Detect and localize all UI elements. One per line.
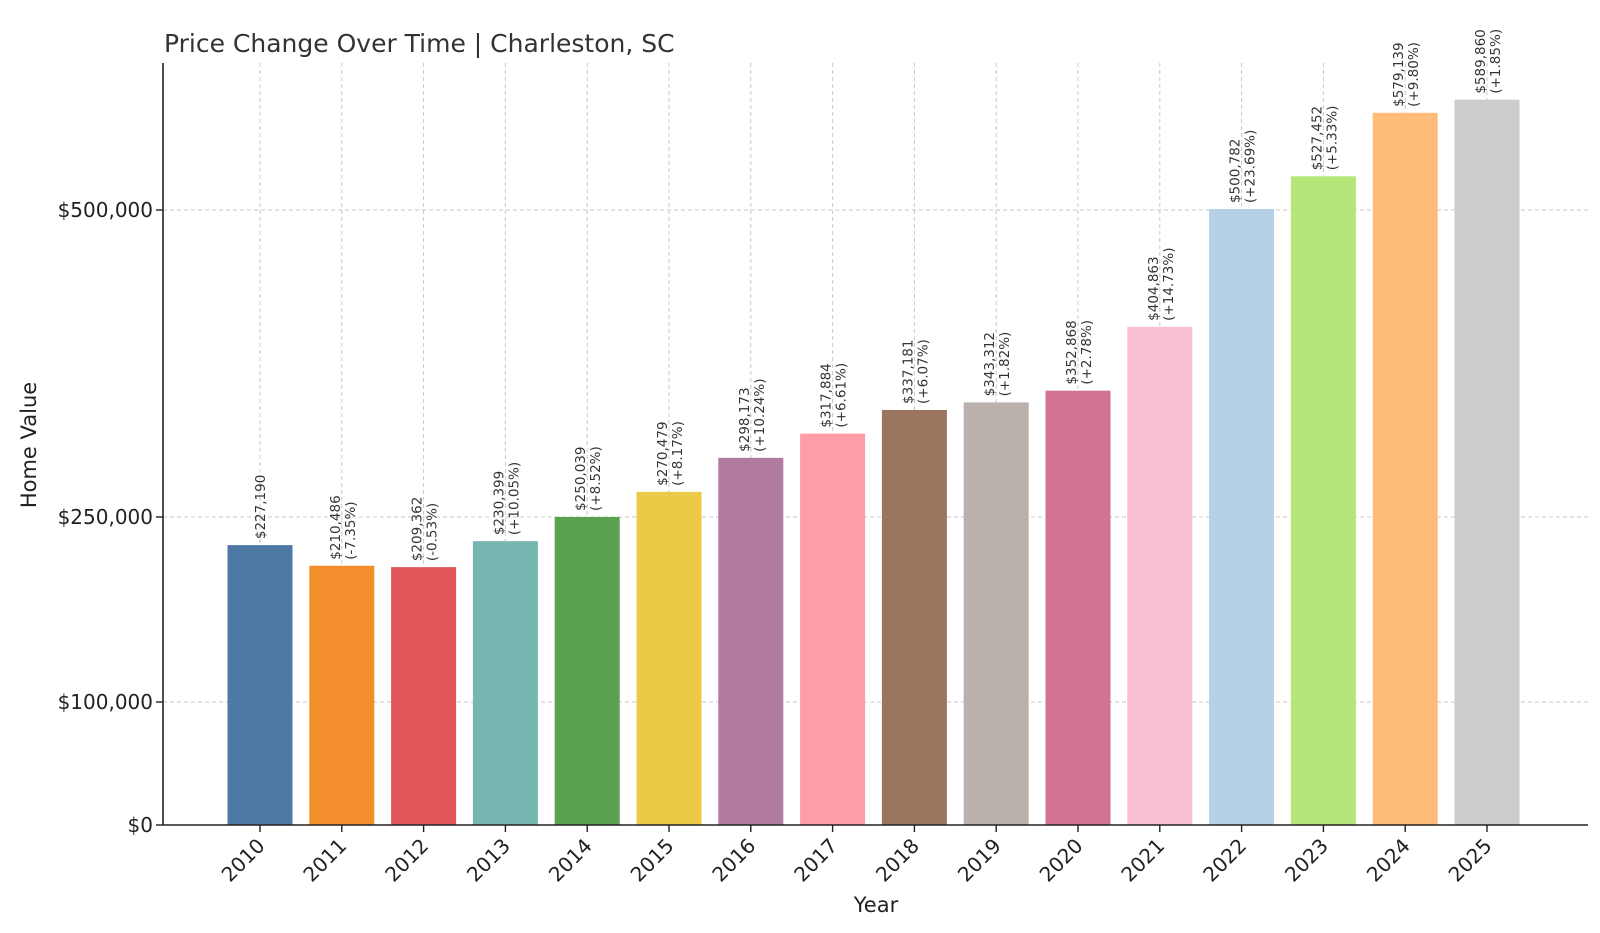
bar-value-label: $270,479 [655, 421, 671, 485]
bar-value-label: $227,190 [253, 475, 269, 539]
bar-value-label: $337,181 [900, 340, 916, 404]
bar-change-label: (+6.07%) [915, 339, 931, 404]
bar-2015 [636, 491, 702, 825]
bar-value-label: $210,486 [328, 495, 344, 559]
x-tick-label: 2020 [1035, 834, 1088, 887]
bar-2025 [1454, 99, 1520, 825]
bar-change-label: (+6.61%) [834, 363, 850, 428]
bar-value-label: $343,312 [982, 332, 998, 396]
y-tick-label: $100,000 [58, 690, 153, 714]
bar-value-label: $298,173 [737, 387, 753, 451]
bar-change-label: (+14.73%) [1161, 248, 1177, 321]
y-ticks: $0 $100,000 $250,000 $500,000 [58, 198, 163, 837]
axes [162, 63, 1588, 826]
bar-2020 [1045, 390, 1111, 825]
bar-value-label: $209,362 [410, 497, 426, 561]
x-tick-label: 2016 [707, 834, 760, 887]
x-tick-label: 2013 [462, 834, 515, 887]
chart-title: Price Change Over Time | Charleston, SC [164, 29, 675, 58]
bar-change-label: (+23.69%) [1243, 130, 1259, 203]
x-tick-label: 2025 [1444, 834, 1497, 887]
y-tick-label: $0 [128, 813, 153, 837]
y-tick-label: $250,000 [58, 505, 153, 529]
bars [227, 99, 1520, 826]
bar-value-label: $230,399 [491, 471, 507, 535]
bar-2016 [718, 457, 784, 825]
bar-change-label: (-7.35%) [343, 501, 359, 559]
bar-2018 [881, 409, 947, 825]
bar-2017 [800, 433, 866, 825]
x-tick-label: 2014 [544, 834, 597, 887]
bar-change-label: (-0.53%) [425, 503, 441, 561]
bar-2013 [472, 541, 538, 825]
bar-change-label: (+5.33%) [1324, 106, 1340, 171]
bar-2010 [227, 545, 293, 825]
bar-change-label: (+1.85%) [1488, 29, 1504, 94]
x-ticks: 2010 2011 2012 2013 2014 2015 2016 2017 2018 2019… [217, 825, 1497, 887]
bar-change-label: (+10.05%) [506, 462, 522, 535]
bar-2014 [554, 516, 620, 825]
x-axis-label: Year [853, 893, 899, 917]
bar-change-label: (+8.52%) [588, 446, 604, 511]
bar-value-label: $589,860 [1473, 29, 1489, 93]
x-tick-label: 2024 [1362, 834, 1415, 887]
x-tick-label: 2015 [626, 834, 679, 887]
bar-change-label: (+1.82%) [997, 332, 1013, 397]
bar-change-label: (+9.80%) [1406, 42, 1422, 107]
bar-value-label: $527,452 [1309, 106, 1325, 170]
bar-2023 [1290, 176, 1356, 825]
bar-2024 [1372, 112, 1438, 825]
x-tick-label: 2019 [953, 834, 1006, 887]
bar-value-label: $352,868 [1064, 320, 1080, 384]
x-tick-label: 2022 [1198, 834, 1251, 887]
bar-value-label: $500,782 [1228, 139, 1244, 203]
bar-labels: $227,190 $210,486 (-7.35%) $209,362 (-0.53%)… [253, 29, 1504, 561]
bar-value-label: $579,139 [1391, 42, 1407, 106]
x-tick-label: 2021 [1116, 834, 1169, 887]
bar-2019 [963, 402, 1029, 825]
bar-2021 [1127, 326, 1193, 825]
y-tick-label: $500,000 [58, 198, 153, 222]
bar-change-label: (+10.24%) [752, 379, 768, 452]
bar-value-label: $317,884 [819, 363, 835, 427]
y-axis-label: Home Value [17, 382, 41, 508]
bar-change-label: (+8.17%) [670, 421, 686, 486]
x-tick-label: 2010 [217, 834, 270, 887]
bar-value-label: $250,039 [573, 447, 589, 511]
bar-2012 [391, 567, 457, 825]
x-tick-label: 2017 [789, 834, 842, 887]
bar-2022 [1209, 209, 1275, 826]
bar-change-label: (+2.78%) [1079, 320, 1095, 385]
bar-value-label: $404,863 [1146, 256, 1162, 320]
x-tick-label: 2011 [298, 834, 351, 887]
x-tick-label: 2018 [871, 834, 924, 887]
bar-2011 [309, 565, 375, 825]
x-tick-label: 2012 [380, 834, 433, 887]
x-tick-label: 2023 [1280, 834, 1333, 887]
